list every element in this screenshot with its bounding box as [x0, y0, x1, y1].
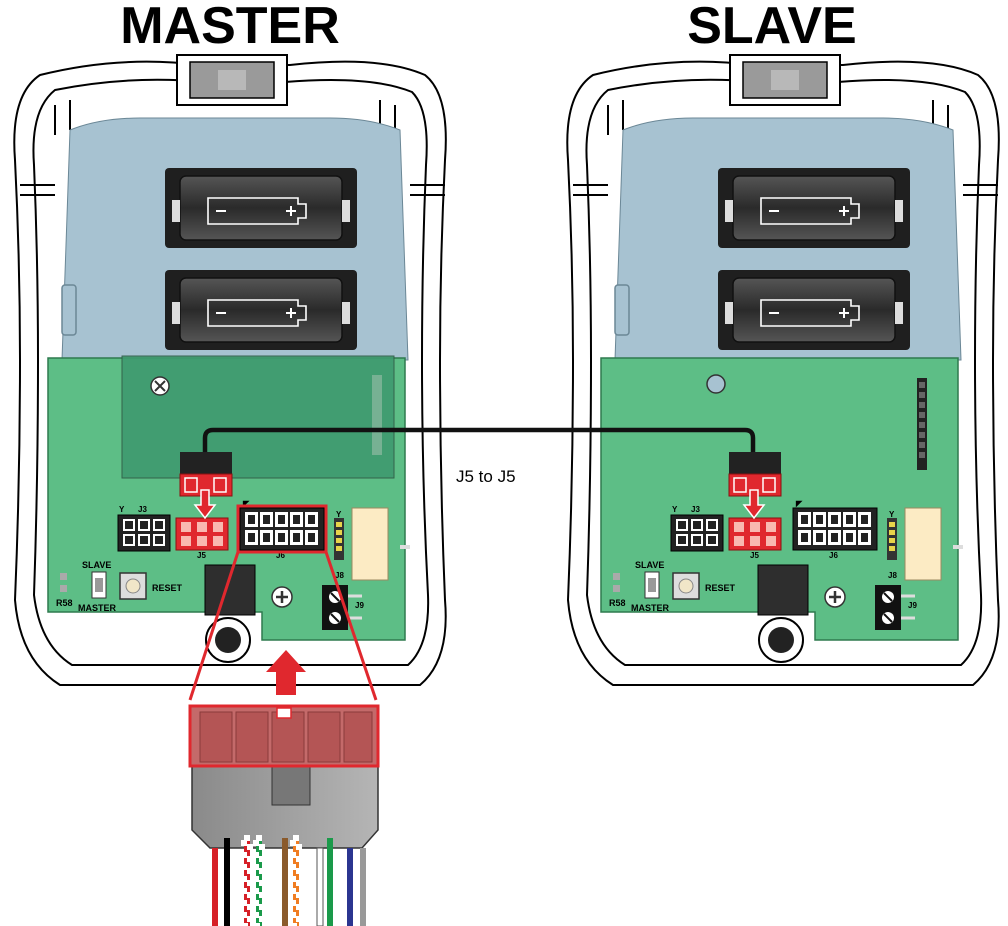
master-radio-module	[121, 355, 395, 479]
slave-slave-switch-label: SLAVE	[635, 560, 664, 570]
master-reset-label: RESET	[152, 583, 183, 593]
slave-reset-label: RESET	[705, 583, 736, 593]
slave-title: SLAVE	[687, 0, 857, 55]
insert-up-arrow-icon	[266, 650, 306, 695]
slave-j8-label: J8	[888, 571, 897, 580]
slave-j5-label: J5	[750, 551, 759, 560]
master-r58-label: R58	[56, 598, 73, 608]
j5-to-j5-cable	[202, 427, 756, 458]
slave-j3-label: J3	[691, 505, 700, 514]
slave-board-labels: J3 J5 J6 J8 J9 SLAVE MASTER RESET R58	[609, 505, 917, 613]
master-j9-label: J9	[355, 601, 364, 610]
slave-master-switch-label: MASTER	[631, 603, 670, 613]
master-j8-label: J8	[335, 571, 344, 580]
connection-label: J5 to J5	[456, 467, 516, 486]
master-board-labels: J3 J5 J6 J8 J9 SLAVE MASTER RESET R58	[56, 505, 364, 613]
harness-wires	[212, 835, 366, 926]
master-slave-switch-label: SLAVE	[82, 560, 111, 570]
slave-down-arrow-icon	[742, 489, 766, 520]
slave-unit	[565, 53, 1001, 687]
master-j5-label: J5	[197, 551, 206, 560]
slave-r58-label: R58	[609, 598, 626, 608]
j6-zoom-callout	[188, 504, 378, 701]
master-cable-plug	[179, 452, 233, 520]
slave-cable-plug	[728, 452, 782, 520]
wire-harness-plug	[188, 704, 380, 849]
master-down-arrow-icon	[193, 489, 217, 520]
master-j3-label: J3	[138, 505, 147, 514]
master-title: MASTER	[120, 0, 340, 55]
slave-j9-label: J9	[908, 601, 917, 610]
master-unit	[12, 53, 448, 687]
slave-mount-hole	[706, 374, 726, 394]
slave-j6-label: J6	[829, 551, 838, 560]
master-j6-label: J6	[276, 551, 285, 560]
master-master-switch-label: MASTER	[78, 603, 117, 613]
